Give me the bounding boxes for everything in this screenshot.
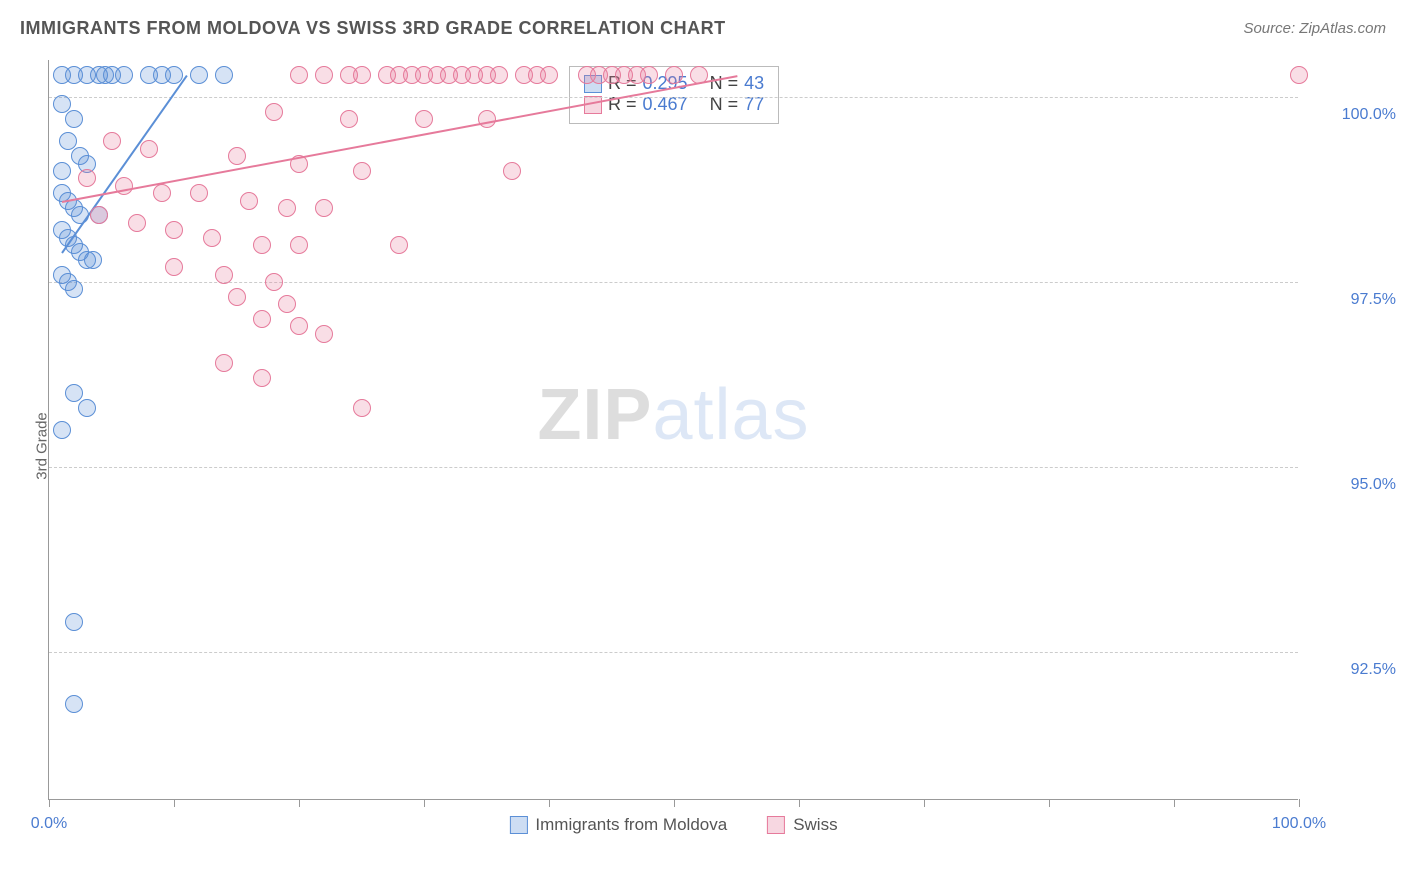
data-point [115, 66, 133, 84]
data-point [215, 266, 233, 284]
data-point [390, 236, 408, 254]
data-point [253, 369, 271, 387]
data-point [190, 184, 208, 202]
x-tick [674, 799, 675, 807]
data-point [53, 162, 71, 180]
x-tick [424, 799, 425, 807]
gridline [49, 282, 1298, 283]
title-bar: IMMIGRANTS FROM MOLDOVA VS SWISS 3RD GRA… [20, 18, 1386, 39]
data-point [53, 95, 71, 113]
data-point [65, 613, 83, 631]
data-point [165, 258, 183, 276]
data-point [503, 162, 521, 180]
data-point [640, 66, 658, 84]
data-point [165, 221, 183, 239]
x-tick-label: 100.0% [1272, 815, 1326, 833]
data-point [78, 399, 96, 417]
data-point [65, 384, 83, 402]
data-point [65, 110, 83, 128]
x-tick [799, 799, 800, 807]
y-tick-label: 92.5% [1351, 661, 1396, 679]
gridline [49, 97, 1298, 98]
legend-label: Immigrants from Moldova [535, 815, 727, 835]
data-point [203, 229, 221, 247]
data-point [103, 132, 121, 150]
legend-item: Swiss [767, 815, 837, 835]
source-attribution: Source: ZipAtlas.com [1243, 20, 1386, 37]
legend-item: Immigrants from Moldova [509, 815, 727, 835]
gridline [49, 467, 1298, 468]
x-tick [1174, 799, 1175, 807]
data-point [215, 354, 233, 372]
data-point [253, 310, 271, 328]
data-point [290, 236, 308, 254]
series-legend: Immigrants from Moldova Swiss [509, 815, 837, 835]
data-point [540, 66, 558, 84]
gridline [49, 652, 1298, 653]
data-point [265, 103, 283, 121]
watermark: ZIPatlas [537, 374, 809, 456]
data-point [78, 169, 96, 187]
data-point [228, 147, 246, 165]
data-point [353, 66, 371, 84]
data-point [253, 236, 271, 254]
data-point [228, 288, 246, 306]
n-value: 43 [744, 73, 764, 94]
x-tick [1049, 799, 1050, 807]
data-point [190, 66, 208, 84]
data-point [490, 66, 508, 84]
data-point [240, 192, 258, 210]
data-point [478, 110, 496, 128]
data-point [153, 184, 171, 202]
series-swatch [509, 816, 527, 834]
y-tick-label: 95.0% [1351, 476, 1396, 494]
data-point [90, 206, 108, 224]
x-tick [1299, 799, 1300, 807]
data-point [290, 66, 308, 84]
x-tick [174, 799, 175, 807]
y-tick-label: 97.5% [1351, 291, 1396, 309]
data-point [665, 66, 683, 84]
data-point [84, 251, 102, 269]
data-point [1290, 66, 1308, 84]
data-point [128, 214, 146, 232]
data-point [315, 66, 333, 84]
x-tick [299, 799, 300, 807]
x-tick [549, 799, 550, 807]
y-tick-label: 100.0% [1342, 106, 1396, 124]
data-point [415, 110, 433, 128]
chart-title: IMMIGRANTS FROM MOLDOVA VS SWISS 3RD GRA… [20, 18, 726, 39]
data-point [315, 199, 333, 217]
data-point [340, 110, 358, 128]
trend-line [61, 75, 736, 203]
data-point [278, 199, 296, 217]
data-point [140, 140, 158, 158]
data-point [53, 421, 71, 439]
series-swatch [767, 816, 785, 834]
data-point [278, 295, 296, 313]
data-point [290, 317, 308, 335]
x-tick [49, 799, 50, 807]
data-point [353, 399, 371, 417]
data-point [65, 695, 83, 713]
legend-label: Swiss [793, 815, 837, 835]
x-tick [924, 799, 925, 807]
data-point [65, 280, 83, 298]
data-point [315, 325, 333, 343]
data-point [59, 132, 77, 150]
scatter-plot: ZIPatlas R =0.295N =43R =0.467N =77 Immi… [48, 60, 1298, 800]
data-point [265, 273, 283, 291]
data-point [353, 162, 371, 180]
x-tick-label: 0.0% [31, 815, 67, 833]
data-point [215, 66, 233, 84]
